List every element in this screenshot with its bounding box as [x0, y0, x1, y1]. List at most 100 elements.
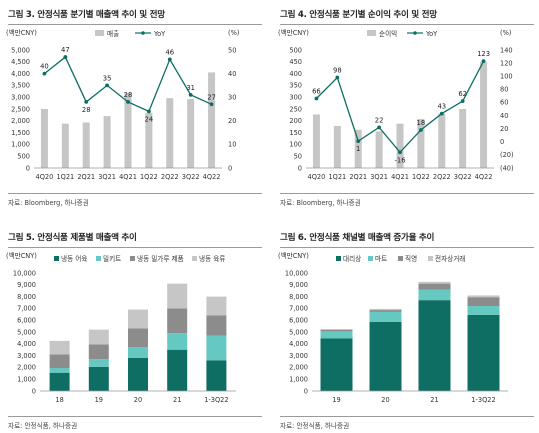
- stack-segment: [320, 338, 353, 391]
- stack-segment: [128, 347, 148, 358]
- yoy-point: [126, 100, 130, 104]
- y-tick-label: 0: [32, 387, 36, 395]
- yoy-point: [439, 111, 444, 116]
- x-tick-label: 2Q22: [161, 173, 179, 181]
- y2-tick-label: 0: [228, 164, 232, 172]
- y-tick-label: 5,000: [289, 328, 308, 336]
- x-tick-label: 3Q21: [370, 173, 388, 181]
- stack-segment: [167, 283, 188, 309]
- bar: [166, 98, 174, 168]
- chart-title: 그림 4. 안정식품 분기별 순이익 추이 및 전망: [280, 10, 437, 20]
- y-tick-label: 2,500: [11, 105, 30, 113]
- yoy-point: [146, 109, 151, 114]
- yoy-point: [42, 71, 47, 76]
- source-divider: [280, 193, 534, 194]
- y-axis-unit-label: (백만CNY): [278, 251, 309, 260]
- legend-label: 밀키트: [103, 254, 121, 263]
- source-note: 자료: Bloomberg, 하나증권: [280, 199, 361, 207]
- y-tick-label: 50: [294, 153, 302, 161]
- x-tick-label: 18: [55, 396, 63, 404]
- legend-label: 마트: [375, 254, 387, 263]
- legend-swatch: [192, 256, 197, 261]
- legend-swatch: [130, 256, 135, 261]
- x-tick-label: 2Q22: [433, 173, 451, 181]
- legend-swatch: [336, 256, 341, 261]
- bar: [333, 125, 341, 168]
- data-label: 28: [124, 91, 133, 99]
- y-tick-label: 2,000: [11, 117, 30, 125]
- data-label: -16: [394, 156, 405, 164]
- y2-tick-label: 120: [500, 59, 513, 67]
- y-tick-label: 250: [289, 105, 302, 113]
- y-tick-label: 0: [298, 164, 302, 172]
- bar: [354, 129, 362, 168]
- bar: [459, 109, 467, 168]
- y-tick-label: 9,000: [289, 281, 308, 289]
- chart-title: 그림 3. 안정식품 분기별 매출액 추이 및 전망: [8, 10, 165, 20]
- x-tick-label: 4Q20: [36, 173, 54, 181]
- legend-label: 냉동 밀가루 제품: [137, 254, 184, 263]
- y-tick-label: 3,000: [17, 352, 36, 360]
- y2-tick-label: 20: [500, 125, 508, 133]
- y-tick-label: 5,000: [11, 46, 30, 54]
- x-tick-label: 1Q21: [328, 173, 346, 181]
- y-tick-label: 500: [289, 46, 302, 54]
- bar: [480, 61, 488, 168]
- yoy-point: [418, 128, 423, 132]
- yoy-point: [314, 96, 319, 101]
- y-tick-label: 9,000: [17, 281, 36, 289]
- y-tick-label: 10,000: [13, 269, 36, 277]
- x-tick-label: 1-3Q22: [471, 396, 495, 404]
- y-axis-unit-label: (백만CNY): [6, 251, 37, 260]
- x-tick-label: 1Q21: [56, 173, 74, 181]
- bar: [312, 114, 320, 168]
- data-label: 123: [477, 50, 490, 58]
- stack-segment: [418, 289, 451, 301]
- y-tick-label: 1,000: [11, 141, 30, 149]
- bar: [208, 72, 216, 168]
- bar: [124, 93, 132, 168]
- bar: [82, 122, 90, 168]
- stack-segment: [320, 329, 353, 330]
- source-note: 자료: 안정식품, 하나증권: [280, 422, 350, 430]
- y-tick-label: 1,500: [11, 129, 30, 137]
- legend-swatch: [398, 256, 403, 261]
- source-divider: [8, 416, 262, 417]
- y2-tick-label: 10: [228, 141, 236, 149]
- x-tick-label: 4Q21: [391, 173, 409, 181]
- y-tick-label: 3,000: [289, 352, 308, 360]
- legend-marker: [141, 31, 145, 35]
- stack-segment: [49, 367, 70, 373]
- stack-segment: [467, 314, 500, 391]
- y-tick-label: 2,000: [289, 364, 308, 372]
- y-tick-label: 0: [26, 164, 30, 172]
- y-tick-label: 1,000: [289, 376, 308, 384]
- source-note: 자료: 안정식품, 하나증권: [8, 422, 78, 430]
- data-label: 24: [145, 115, 154, 123]
- y-tick-label: 7,000: [17, 305, 36, 313]
- stack-segment: [49, 354, 70, 368]
- chart-panel-net-income: 그림 4. 안정식품 분기별 순이익 추이 및 전망 (백만CNY) (%) 순이익…: [272, 0, 534, 210]
- legend-marker: [413, 31, 417, 35]
- source-divider: [280, 416, 534, 417]
- stack-segment: [418, 283, 451, 290]
- y2-tick-label: 100: [500, 73, 513, 81]
- chart-panel-channel-sales: 그림 6. 안정식품 채널별 매출액 증가율 추이 (백만CNY) 대리상 마트 직영…: [272, 223, 534, 433]
- x-tick-label: 19: [332, 396, 340, 404]
- legend-label: YoY: [153, 30, 166, 38]
- stack-segment: [167, 308, 188, 334]
- x-tick-label: 21: [173, 396, 181, 404]
- stack-segment: [369, 311, 402, 322]
- bar: [103, 116, 111, 168]
- stack-segment: [467, 297, 500, 307]
- legend-label: 대리상: [343, 254, 361, 263]
- data-label: 35: [103, 74, 112, 82]
- stack-segment: [88, 359, 109, 367]
- legend-label: 냉동 어육: [61, 254, 87, 263]
- x-tick-label: 3Q22: [182, 173, 200, 181]
- data-label: 18: [417, 119, 426, 127]
- x-tick-label: 20: [134, 396, 142, 404]
- stack-segment: [418, 300, 451, 391]
- yoy-point: [377, 125, 382, 130]
- yoy-point: [460, 99, 465, 104]
